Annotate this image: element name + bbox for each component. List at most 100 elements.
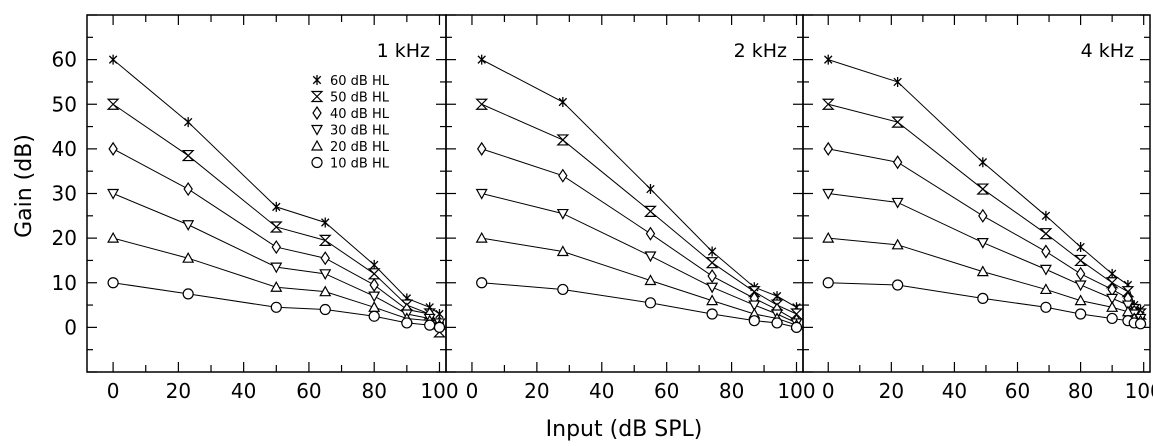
legend-label: 40 dB HL — [330, 107, 390, 122]
x-tick-label: 60 — [1005, 379, 1030, 403]
data-point — [978, 157, 988, 168]
legend-label: 20 dB HL — [330, 140, 390, 155]
panel-3: 0 20 40 60 80 100 4 kHz — [802, 14, 1153, 403]
x-tick-label: 100 — [1125, 379, 1153, 403]
legend-marker — [310, 90, 324, 103]
data-point — [183, 181, 193, 197]
series-line — [828, 103, 1141, 315]
data-point — [476, 277, 488, 289]
data-point — [107, 277, 119, 289]
data-point — [707, 268, 717, 284]
data-point — [822, 277, 834, 289]
data-point — [976, 237, 989, 249]
series-line — [828, 237, 1141, 322]
x-tick-label: 20 — [166, 379, 191, 403]
series — [475, 231, 803, 330]
data-point — [1075, 266, 1086, 281]
y-tick-label: 0 — [64, 315, 77, 339]
panel-frame — [86, 14, 447, 373]
data-point — [977, 292, 989, 304]
series — [476, 141, 802, 328]
legend-label: 30 dB HL — [330, 124, 390, 139]
legend-label: 10 dB HL — [330, 157, 390, 172]
y-tick-label: 50 — [52, 92, 77, 116]
data-point — [272, 201, 281, 212]
data-point — [558, 168, 568, 183]
data-point — [107, 188, 120, 200]
panel-title: 2 kHz — [734, 40, 787, 62]
data-point — [644, 205, 657, 217]
data-point — [108, 141, 118, 156]
data-point — [644, 297, 657, 309]
panel-title: 1 kHz — [377, 40, 430, 62]
data-point — [891, 197, 904, 209]
y-axis-title: Gain (dB) — [12, 134, 37, 238]
y-tick-label: 20 — [52, 226, 77, 250]
data-point — [1106, 293, 1119, 305]
legend-marker — [312, 75, 322, 85]
x-tick-label: 80 — [361, 379, 386, 403]
data-point — [368, 310, 380, 322]
series-line — [112, 59, 440, 315]
data-point — [1041, 210, 1051, 221]
x-tick-label: 20 — [524, 379, 549, 403]
data-point — [644, 274, 657, 286]
data-point — [891, 116, 905, 128]
data-point — [106, 98, 120, 110]
x-tick-label: 40 — [942, 379, 967, 403]
y-tick-label: 10 — [52, 271, 77, 295]
data-point — [1074, 254, 1088, 267]
plot-layer: 0 20 40 60 80 100 0 10 20 30 40 50 60 1 kHz 60 dB HL 50… — [52, 14, 1153, 403]
data-point — [271, 239, 282, 255]
series-line — [481, 148, 797, 322]
legend-marker — [311, 156, 323, 169]
data-point — [424, 319, 436, 331]
data-point — [183, 117, 193, 128]
series — [475, 188, 803, 330]
series-line — [481, 59, 797, 308]
data-point — [976, 265, 989, 277]
data-point — [1039, 228, 1053, 240]
data-point — [824, 54, 833, 65]
data-point — [822, 188, 835, 200]
legend-marker — [310, 139, 324, 151]
series — [107, 277, 446, 333]
series-line — [481, 193, 797, 324]
x-tick-label: 40 — [589, 379, 614, 403]
x-tick-label: 0 — [107, 379, 120, 403]
data-point — [556, 208, 569, 220]
legend-marker — [310, 124, 324, 136]
data-point — [321, 217, 330, 228]
data-point — [707, 246, 717, 257]
data-point — [892, 279, 904, 291]
x-tick-label: 100 — [777, 379, 815, 403]
data-point — [369, 277, 379, 293]
data-point — [270, 301, 282, 313]
data-point — [557, 283, 569, 296]
data-point — [892, 155, 903, 170]
data-point — [182, 251, 195, 263]
panel-1: 0 20 40 60 80 100 0 10 20 30 40 50 60 1 kHz 60 dB HL 50… — [52, 14, 459, 403]
data-point — [558, 97, 568, 108]
data-point — [319, 303, 331, 316]
series-line — [112, 103, 440, 333]
data-point — [181, 149, 195, 162]
data-point — [1076, 242, 1085, 253]
data-point — [1040, 301, 1052, 313]
data-point — [108, 54, 118, 65]
series-line — [112, 237, 440, 326]
data-point — [270, 280, 283, 292]
data-point — [1039, 283, 1052, 295]
data-point — [1106, 301, 1119, 312]
x-tick-label: 20 — [879, 379, 904, 403]
series — [822, 231, 1147, 326]
data-point — [1134, 318, 1147, 330]
data-point — [318, 234, 332, 246]
data-point — [644, 251, 657, 263]
data-point — [822, 231, 835, 243]
data-point — [1105, 277, 1119, 289]
x-tick-label: 100 — [420, 379, 458, 403]
data-point — [748, 300, 761, 312]
